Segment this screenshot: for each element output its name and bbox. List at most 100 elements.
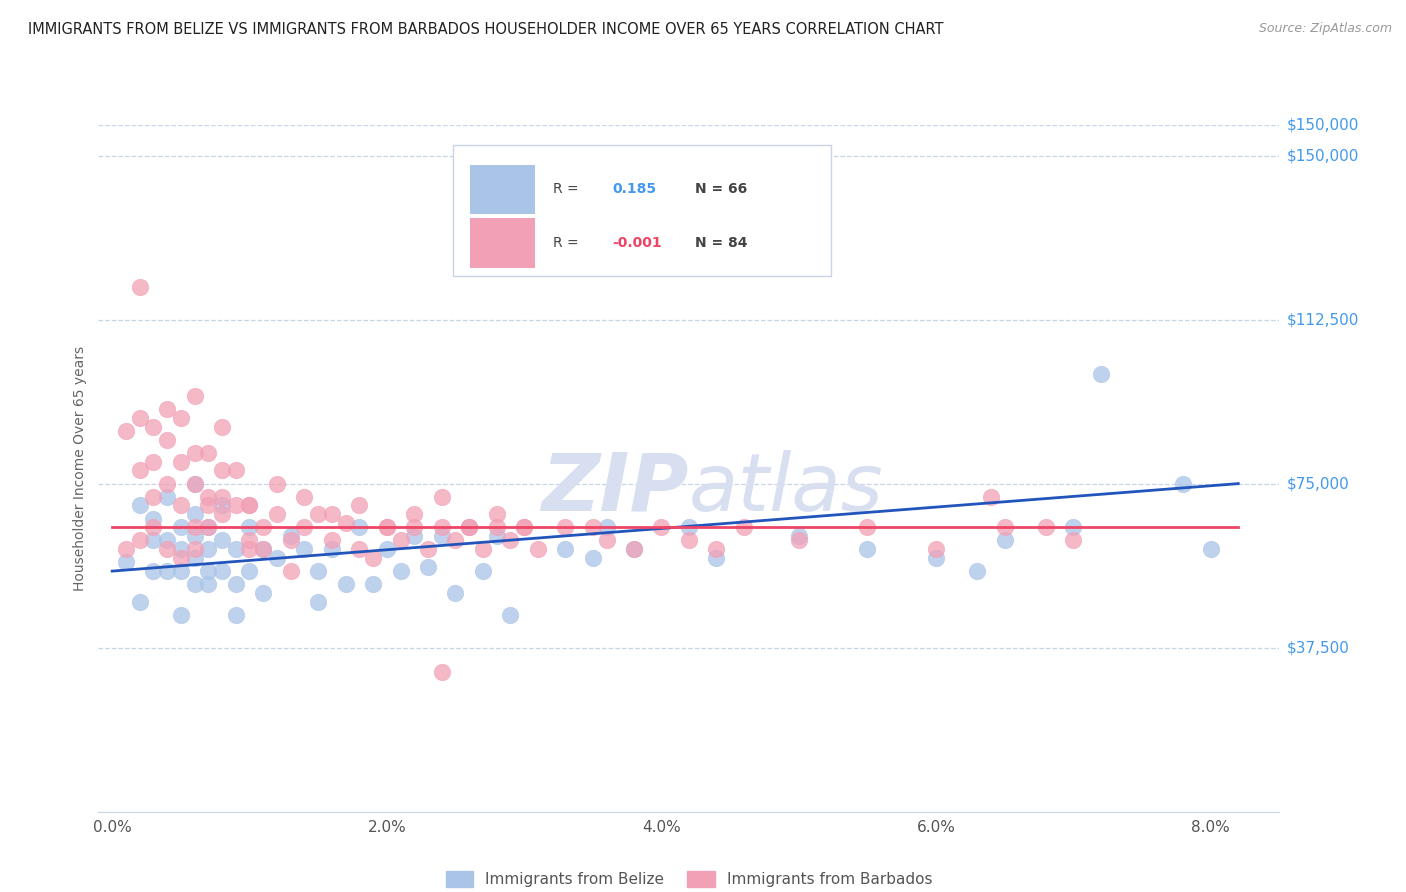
Text: $37,500: $37,500 bbox=[1286, 640, 1350, 655]
Text: IMMIGRANTS FROM BELIZE VS IMMIGRANTS FROM BARBADOS HOUSEHOLDER INCOME OVER 65 YE: IMMIGRANTS FROM BELIZE VS IMMIGRANTS FRO… bbox=[28, 22, 943, 37]
Point bbox=[733, 520, 755, 534]
Point bbox=[678, 533, 700, 548]
Point bbox=[404, 507, 426, 521]
Point bbox=[211, 507, 233, 521]
Point bbox=[225, 463, 247, 477]
Point bbox=[430, 520, 453, 534]
Point bbox=[361, 551, 384, 566]
Point bbox=[142, 490, 165, 504]
Point bbox=[307, 564, 329, 578]
Point bbox=[197, 520, 219, 534]
Point bbox=[706, 542, 728, 557]
Point bbox=[170, 520, 193, 534]
Point bbox=[856, 542, 879, 557]
Point bbox=[183, 542, 205, 557]
Point bbox=[925, 551, 948, 566]
Point bbox=[389, 564, 412, 578]
Point bbox=[361, 577, 384, 591]
Point bbox=[238, 564, 260, 578]
Point bbox=[238, 499, 260, 513]
Point bbox=[430, 665, 453, 679]
Point bbox=[321, 542, 343, 557]
Point bbox=[197, 446, 219, 460]
Point bbox=[156, 490, 179, 504]
Point bbox=[485, 529, 508, 543]
Point bbox=[458, 520, 481, 534]
Point bbox=[115, 542, 138, 557]
Point bbox=[499, 607, 522, 622]
Point bbox=[142, 419, 165, 434]
Text: atlas: atlas bbox=[689, 450, 884, 528]
Text: N = 66: N = 66 bbox=[695, 183, 747, 196]
Point bbox=[321, 507, 343, 521]
Point bbox=[183, 389, 205, 403]
Point bbox=[485, 507, 508, 521]
Text: -0.001: -0.001 bbox=[612, 236, 662, 250]
Point bbox=[170, 499, 193, 513]
Point bbox=[1199, 542, 1222, 557]
Point bbox=[211, 533, 233, 548]
Point bbox=[142, 533, 165, 548]
Text: R =: R = bbox=[553, 236, 579, 250]
Point bbox=[142, 511, 165, 525]
Point bbox=[307, 507, 329, 521]
Point bbox=[471, 564, 494, 578]
Point bbox=[211, 490, 233, 504]
FancyBboxPatch shape bbox=[453, 145, 831, 276]
Text: $150,000: $150,000 bbox=[1286, 148, 1358, 163]
Point bbox=[170, 551, 193, 566]
Point bbox=[211, 564, 233, 578]
FancyBboxPatch shape bbox=[471, 165, 536, 214]
Text: Source: ZipAtlas.com: Source: ZipAtlas.com bbox=[1258, 22, 1392, 36]
Text: R =: R = bbox=[553, 183, 579, 196]
Point bbox=[197, 499, 219, 513]
Point bbox=[128, 279, 150, 293]
Point bbox=[183, 520, 205, 534]
Point bbox=[183, 577, 205, 591]
Y-axis label: Householder Income Over 65 years: Householder Income Over 65 years bbox=[73, 346, 87, 591]
Point bbox=[527, 542, 550, 557]
Point bbox=[787, 529, 810, 543]
Point bbox=[335, 516, 357, 530]
Point bbox=[197, 490, 219, 504]
Point bbox=[280, 529, 302, 543]
Point bbox=[458, 520, 481, 534]
Point bbox=[444, 586, 467, 600]
Text: ZIP: ZIP bbox=[541, 450, 689, 528]
Point bbox=[416, 559, 439, 574]
Point bbox=[513, 520, 536, 534]
FancyBboxPatch shape bbox=[471, 219, 536, 268]
Text: $75,000: $75,000 bbox=[1286, 476, 1350, 491]
Point bbox=[623, 542, 645, 557]
Point bbox=[582, 520, 605, 534]
Point bbox=[335, 577, 357, 591]
Point bbox=[225, 499, 247, 513]
Point bbox=[183, 529, 205, 543]
Point bbox=[404, 529, 426, 543]
Point bbox=[266, 476, 288, 491]
Point bbox=[404, 520, 426, 534]
Point bbox=[225, 542, 247, 557]
Point bbox=[280, 564, 302, 578]
Point bbox=[994, 520, 1017, 534]
Point bbox=[375, 520, 398, 534]
Point bbox=[554, 520, 576, 534]
Text: 0.185: 0.185 bbox=[612, 183, 657, 196]
Point bbox=[375, 520, 398, 534]
Point bbox=[128, 411, 150, 425]
Point bbox=[211, 463, 233, 477]
Point bbox=[252, 586, 274, 600]
Point bbox=[115, 424, 138, 438]
Point bbox=[238, 542, 260, 557]
Point bbox=[156, 564, 179, 578]
Point bbox=[444, 533, 467, 548]
Point bbox=[349, 499, 371, 513]
Point bbox=[856, 520, 879, 534]
Point bbox=[197, 542, 219, 557]
Point bbox=[389, 533, 412, 548]
Point bbox=[266, 507, 288, 521]
Point bbox=[375, 542, 398, 557]
Point bbox=[238, 533, 260, 548]
Point bbox=[225, 607, 247, 622]
Point bbox=[128, 595, 150, 609]
